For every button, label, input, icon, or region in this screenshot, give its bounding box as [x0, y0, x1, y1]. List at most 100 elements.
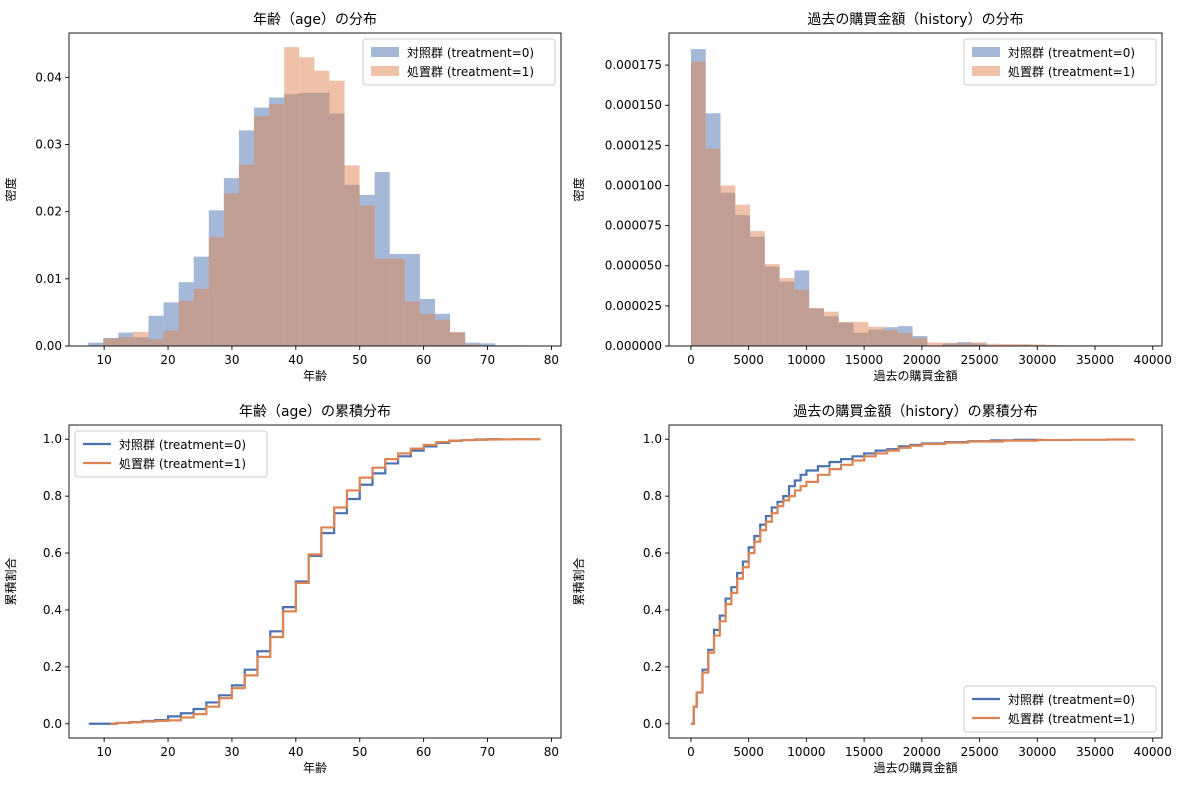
treatment-bar — [314, 70, 330, 346]
legend-box — [74, 430, 268, 478]
x-tick-label: 35000 — [1076, 745, 1114, 759]
control-bar — [480, 343, 496, 346]
x-tick-label: 30000 — [1018, 353, 1056, 367]
x-tick-label: 0 — [687, 745, 695, 759]
treatment-bar — [1016, 344, 1031, 346]
y-axis-label: 累積割合 — [3, 557, 18, 605]
treatment-bar — [1045, 345, 1061, 346]
treatment-bar — [223, 193, 239, 346]
x-tick-label: 30 — [224, 745, 239, 759]
x-tick-label: 15000 — [845, 745, 883, 759]
axes-frame — [668, 32, 1163, 347]
treatment-bar — [103, 338, 119, 346]
treatment-bar — [1030, 344, 1046, 346]
x-tick-label: 10 — [97, 745, 112, 759]
treatment-bar — [178, 300, 194, 346]
treatment-bar — [374, 258, 390, 346]
y-tick-label: 0.000075 — [605, 219, 662, 233]
x-tick-label: 60 — [416, 745, 431, 759]
y-tick-label: 1.0 — [43, 432, 62, 446]
x-tick-label: 35000 — [1076, 353, 1114, 367]
treatment-bar — [986, 343, 1002, 346]
x-tick-label: 50 — [352, 745, 367, 759]
treatment-bar — [193, 288, 209, 346]
y-tick-label: 0.8 — [43, 489, 62, 503]
x-tick-label: 10000 — [787, 353, 825, 367]
x-tick-label: 50 — [352, 353, 367, 367]
treatment-bar — [269, 104, 285, 346]
treatment-bar — [434, 319, 451, 346]
legend: 対照群 (treatment=0) 処置群 (treatment=1) — [74, 430, 268, 478]
treatment-bar — [971, 342, 987, 346]
y-tick-label: 1.0 — [643, 432, 662, 446]
treatment-bar — [208, 237, 224, 346]
x-tick-label: 5000 — [733, 745, 764, 759]
legend-box — [362, 38, 556, 86]
x-tick-label: 10000 — [787, 745, 825, 759]
y-tick-label: 0.2 — [43, 660, 62, 674]
treatment-bar — [450, 331, 466, 346]
treatment-bar — [705, 148, 721, 346]
treatment-bar — [690, 61, 706, 346]
x-axis-label: 年齢 — [303, 760, 327, 775]
x-tick-label: 40000 — [1134, 353, 1172, 367]
x-tick-label: 20 — [160, 353, 175, 367]
x-tick-label: 20000 — [903, 353, 941, 367]
treatment-bar — [735, 204, 751, 346]
treatment-bar — [299, 57, 315, 346]
chart-title: 過去の購買金額（history）の累積分布 — [793, 404, 1037, 420]
plot-area — [690, 438, 1136, 725]
treatment-ecdf-line — [690, 438, 1136, 725]
treatment-bar — [329, 80, 345, 346]
control-bar — [88, 342, 104, 346]
treatment-legend-label: 処置群 (treatment=1) — [407, 65, 534, 79]
x-tick-label: 5000 — [733, 353, 764, 367]
treatment-bar — [853, 321, 869, 346]
treatment-legend-swatch — [371, 66, 399, 76]
treatment-bar — [238, 164, 255, 346]
y-tick-label: 0.4 — [643, 603, 662, 617]
x-tick-label: 25000 — [960, 745, 998, 759]
control-legend-label: 対照群 (treatment=0) — [407, 46, 534, 60]
y-tick-label: 0.00 — [35, 339, 62, 353]
y-tick-label: 0.000150 — [605, 98, 662, 112]
y-tick-label: 0.6 — [43, 546, 62, 560]
treatment-bar — [912, 337, 928, 346]
x-axis-label: 過去の購買金額 — [873, 368, 957, 383]
x-tick-label: 0 — [687, 353, 695, 367]
x-tick-label: 20000 — [903, 745, 941, 759]
treatment-bar — [927, 342, 943, 346]
treatment-bar — [163, 330, 179, 346]
control-bar — [148, 315, 164, 346]
history_cdf-panel: 0 5000 10000 15000 20000 25000 30000 35000 40000… — [571, 404, 1172, 775]
y-tick-label: 0.01 — [35, 272, 62, 286]
history_hist-panel: 0 5000 10000 15000 20000 25000 30000 35000 40000… — [571, 12, 1172, 383]
treatment-bar — [809, 308, 824, 346]
x-tick-label: 10 — [97, 353, 112, 367]
treatment-bar — [465, 344, 481, 346]
x-tick-label: 30000 — [1018, 745, 1056, 759]
treatment-legend-label: 処置群 (treatment=1) — [119, 457, 246, 471]
treatment-bar — [133, 331, 149, 346]
axes-frame — [68, 424, 562, 739]
y-tick-label: 0.0 — [43, 717, 62, 731]
treatment-bar — [868, 326, 884, 346]
control-legend-swatch — [371, 47, 399, 57]
x-tick-label: 40 — [288, 353, 303, 367]
treatment-bar — [284, 47, 300, 346]
treatment-bar — [838, 321, 854, 346]
plot-area — [88, 438, 541, 725]
x-tick-label: 20 — [160, 745, 175, 759]
treatment-bar — [389, 258, 405, 346]
chart-title: 年齢（age）の累積分布 — [239, 404, 391, 420]
treatment-bar — [794, 289, 810, 346]
age_cdf-panel: 10 20 30 40 50 60 70 80 0.0 0.2 0.4 0.6 0.8 1.0 年齢（age… — [3, 404, 562, 775]
plot-area — [690, 49, 1120, 346]
y-tick-label: 0.000125 — [605, 138, 662, 152]
y-tick-label: 0.8 — [643, 489, 662, 503]
y-axis-label: 累積割合 — [571, 557, 586, 605]
y-tick-label: 0.02 — [35, 205, 62, 219]
y-tick-label: 0.000175 — [605, 58, 662, 72]
y-tick-label: 0.000050 — [605, 259, 662, 273]
treatment-bar — [942, 342, 957, 346]
